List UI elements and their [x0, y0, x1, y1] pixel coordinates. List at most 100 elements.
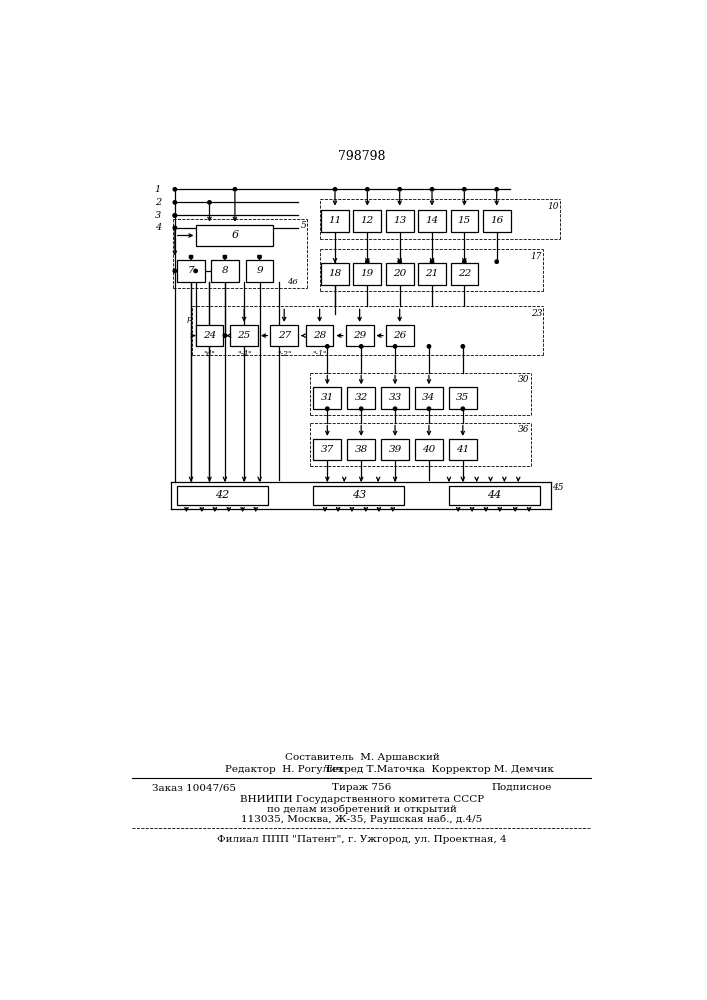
- Bar: [321, 263, 349, 285]
- Text: 22: 22: [457, 269, 471, 278]
- Bar: [450, 210, 478, 232]
- Bar: [196, 325, 223, 346]
- Text: 18: 18: [328, 269, 341, 278]
- Text: 35: 35: [456, 393, 469, 402]
- Text: 12: 12: [361, 216, 374, 225]
- Text: 43: 43: [352, 490, 366, 500]
- Text: Тираж 756: Тираж 756: [332, 783, 392, 792]
- Text: 42: 42: [216, 490, 230, 500]
- Bar: [415, 387, 443, 409]
- Circle shape: [258, 255, 262, 259]
- Bar: [381, 439, 409, 460]
- Text: 16: 16: [490, 216, 503, 225]
- Text: 30: 30: [518, 375, 530, 384]
- Text: по делам изобретений и открытий: по делам изобретений и открытий: [267, 804, 457, 814]
- Circle shape: [393, 407, 397, 410]
- Text: 40: 40: [422, 445, 436, 454]
- Text: 36: 36: [518, 425, 530, 434]
- Text: "-4": "-4": [237, 350, 252, 358]
- Circle shape: [173, 226, 177, 229]
- Text: 14: 14: [426, 216, 438, 225]
- Text: 34: 34: [422, 393, 436, 402]
- Circle shape: [495, 260, 498, 263]
- Text: 31: 31: [321, 393, 334, 402]
- Circle shape: [462, 260, 466, 263]
- Circle shape: [326, 407, 329, 410]
- Circle shape: [223, 334, 226, 337]
- Circle shape: [427, 345, 431, 348]
- Text: 33: 33: [388, 393, 402, 402]
- Circle shape: [393, 345, 397, 348]
- Bar: [246, 260, 274, 282]
- Bar: [449, 486, 540, 505]
- Bar: [354, 263, 381, 285]
- Text: 113035, Москва, Ж-35, Раушская наб., д.4/5: 113035, Москва, Ж-35, Раушская наб., д.4…: [241, 814, 483, 824]
- Text: Редактор  Н. Рогулич: Редактор Н. Рогулич: [225, 765, 343, 774]
- Text: 38: 38: [354, 445, 368, 454]
- Bar: [415, 439, 443, 460]
- Text: Филиал ППП "Патент", г. Ужгород, ул. Проектная, 4: Филиал ППП "Патент", г. Ужгород, ул. Про…: [217, 835, 507, 844]
- Bar: [381, 387, 409, 409]
- Circle shape: [431, 260, 433, 263]
- Text: ВНИИПИ Государственного комитета СССР: ВНИИПИ Государственного комитета СССР: [240, 795, 484, 804]
- Text: p: p: [187, 315, 192, 323]
- Text: 23: 23: [531, 309, 542, 318]
- Bar: [386, 325, 414, 346]
- Bar: [305, 325, 334, 346]
- Circle shape: [366, 260, 369, 263]
- Bar: [270, 325, 298, 346]
- Bar: [197, 225, 274, 246]
- Text: 45: 45: [552, 483, 563, 492]
- Circle shape: [173, 188, 177, 191]
- Circle shape: [208, 201, 211, 204]
- Text: 9: 9: [256, 266, 263, 275]
- Bar: [211, 260, 239, 282]
- Bar: [230, 325, 258, 346]
- Circle shape: [461, 407, 464, 410]
- Bar: [386, 210, 414, 232]
- Bar: [313, 439, 341, 460]
- Bar: [346, 325, 373, 346]
- Circle shape: [173, 214, 177, 217]
- Text: 27: 27: [278, 331, 291, 340]
- Circle shape: [173, 269, 177, 273]
- Text: 6: 6: [231, 231, 238, 240]
- Circle shape: [359, 407, 363, 410]
- Bar: [177, 486, 268, 505]
- Text: 28: 28: [313, 331, 326, 340]
- Text: "-1": "-1": [312, 350, 327, 358]
- Text: 20: 20: [393, 269, 407, 278]
- Text: 3: 3: [155, 211, 161, 220]
- Bar: [386, 263, 414, 285]
- Circle shape: [223, 255, 226, 259]
- Text: 15: 15: [457, 216, 471, 225]
- Text: 41: 41: [456, 445, 469, 454]
- Text: 7: 7: [187, 266, 194, 275]
- Bar: [354, 210, 381, 232]
- Text: 46: 46: [287, 278, 298, 286]
- Text: 10: 10: [548, 202, 559, 211]
- Bar: [418, 263, 446, 285]
- Circle shape: [461, 345, 464, 348]
- Text: 37: 37: [321, 445, 334, 454]
- Text: 1: 1: [155, 185, 161, 194]
- Circle shape: [366, 188, 369, 191]
- Circle shape: [173, 214, 177, 217]
- Circle shape: [431, 188, 433, 191]
- Text: 4: 4: [155, 223, 161, 232]
- Circle shape: [194, 269, 197, 273]
- Text: 798798: 798798: [338, 150, 386, 163]
- Text: Составитель  М. Аршавский: Составитель М. Аршавский: [285, 753, 439, 762]
- Text: "-2": "-2": [277, 350, 291, 358]
- Circle shape: [427, 407, 431, 410]
- Bar: [177, 260, 205, 282]
- Text: 25: 25: [238, 331, 251, 340]
- Text: Техред Т.Маточка  Корректор М. Демчик: Техред Т.Маточка Корректор М. Демчик: [325, 765, 554, 774]
- Text: 24: 24: [203, 331, 216, 340]
- Bar: [321, 210, 349, 232]
- Bar: [449, 387, 477, 409]
- Text: 21: 21: [426, 269, 438, 278]
- Text: 5: 5: [300, 221, 307, 230]
- Text: 26: 26: [393, 331, 407, 340]
- Text: 11: 11: [328, 216, 341, 225]
